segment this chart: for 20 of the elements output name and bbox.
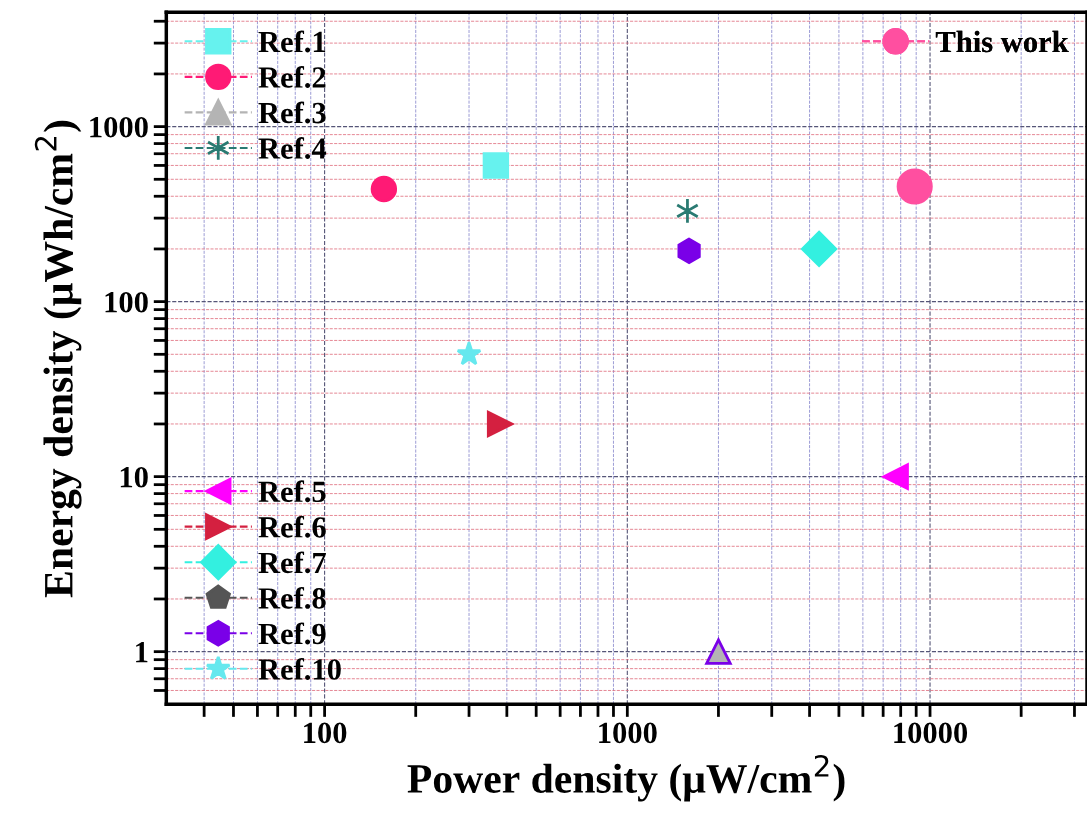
legend-label: Ref.8: [258, 586, 326, 609]
legend-label: Ref.2: [258, 66, 326, 88]
y-tick-label: 1: [136, 642, 148, 663]
y-tick-label: 100: [105, 291, 148, 313]
x-tick-label: 1000: [599, 722, 657, 744]
legend-label: This work: [935, 30, 1069, 53]
legend-label: Ref.3: [258, 101, 326, 124]
y-tick-label: 1000: [90, 116, 148, 138]
x-tick-label: 10000: [894, 722, 968, 744]
x-tick-label: 100: [304, 722, 347, 744]
legend-label: Ref.4: [258, 137, 327, 160]
legend-label: Ref.10: [258, 657, 341, 680]
x-axis-title: Power density (μW/cm$^{2}$): [407, 754, 845, 802]
legend-label: Ref.9: [258, 622, 326, 645]
legend-label: Ref.7: [258, 551, 326, 574]
legend-label: Ref.5: [258, 480, 326, 503]
legend-label: Ref.6: [258, 515, 326, 538]
legend-label: Ref.1: [258, 30, 326, 53]
y-axis-title: Energy density (μWh/cm$^{2}$): [34, 120, 82, 598]
y-tick-label: 10: [120, 466, 148, 488]
